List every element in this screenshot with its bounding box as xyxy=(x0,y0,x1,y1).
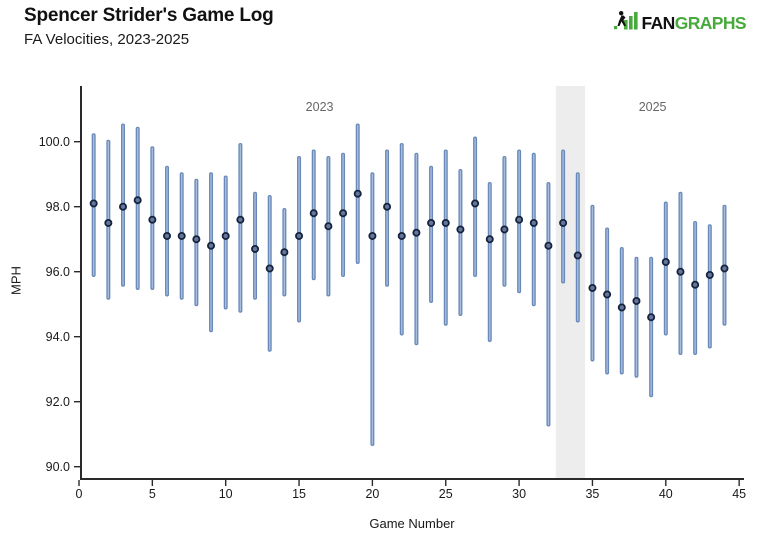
mean-velocity-dot xyxy=(559,218,568,227)
x-tick-label: 5 xyxy=(149,487,156,501)
logo-text-fan: FAN xyxy=(641,12,676,33)
mean-velocity-dot xyxy=(705,270,714,279)
mean-velocity-dot xyxy=(236,215,245,224)
mean-velocity-dot xyxy=(221,231,230,240)
x-tick-label: 35 xyxy=(585,487,599,501)
fangraphs-logo-icon xyxy=(613,10,639,36)
season-gap-band xyxy=(555,86,586,478)
mean-velocity-dot xyxy=(207,241,216,250)
fangraphs-logo[interactable]: FAN GRAPHS xyxy=(613,10,747,36)
chart-header: Spencer Strider's Game Log FA Velocities… xyxy=(24,5,274,48)
y-tick-label: 98.0 xyxy=(46,200,70,214)
y-tick-label: 100.0 xyxy=(39,135,70,149)
x-tick-label: 30 xyxy=(512,487,526,501)
mean-velocity-dot xyxy=(647,313,656,322)
mean-velocity-dot xyxy=(427,218,436,227)
mean-velocity-dot xyxy=(295,231,304,240)
mean-velocity-dot xyxy=(192,235,201,244)
mean-velocity-dot xyxy=(632,296,641,305)
mean-velocity-dot xyxy=(339,209,348,218)
y-axis-title: MPH xyxy=(8,266,24,295)
x-tick-label: 10 xyxy=(219,487,233,501)
mean-velocity-dot xyxy=(441,218,450,227)
x-tick-label: 25 xyxy=(439,487,453,501)
mean-velocity-dot xyxy=(104,218,113,227)
mean-velocity-dot xyxy=(251,244,260,253)
y-tick-label: 90.0 xyxy=(46,460,70,474)
x-axis-title: Game Number xyxy=(369,516,455,531)
x-tick-label: 15 xyxy=(292,487,306,501)
mean-velocity-dot xyxy=(368,231,377,240)
mean-velocity-dot xyxy=(661,257,670,266)
mean-velocity-dot xyxy=(544,241,553,250)
mean-velocity-dot xyxy=(280,248,289,257)
mean-velocity-dot xyxy=(412,228,421,237)
y-tick-label: 96.0 xyxy=(46,265,70,279)
year-label: 2025 xyxy=(639,100,667,114)
mean-velocity-dot xyxy=(720,264,729,273)
mean-velocity-dot xyxy=(485,235,494,244)
mean-velocity-dot xyxy=(500,225,509,234)
mean-velocity-dot xyxy=(163,231,172,240)
x-tick-label: 0 xyxy=(76,487,83,501)
mean-velocity-dot xyxy=(691,280,700,289)
y-tick-label: 92.0 xyxy=(46,395,70,409)
axes xyxy=(80,86,744,480)
mean-velocity-dot xyxy=(265,264,274,273)
mean-velocity-dot xyxy=(177,231,186,240)
mean-velocity-dot xyxy=(573,251,582,260)
x-tick-label: 40 xyxy=(659,487,673,501)
year-label: 2023 xyxy=(306,100,334,114)
mean-velocity-dot xyxy=(89,199,98,208)
page-title: Spencer Strider's Game Log xyxy=(24,5,274,26)
mean-velocity-dot xyxy=(119,202,128,211)
mean-velocity-dot xyxy=(148,215,157,224)
mean-velocity-dot xyxy=(456,225,465,234)
mean-velocity-dot xyxy=(529,218,538,227)
mean-velocity-dot xyxy=(617,303,626,312)
mean-velocity-dot xyxy=(471,199,480,208)
mean-velocity-dot xyxy=(324,222,333,231)
x-tick-label: 20 xyxy=(365,487,379,501)
mean-velocity-dot xyxy=(515,215,524,224)
mean-velocity-dot xyxy=(133,196,142,205)
mean-velocity-dot xyxy=(588,283,597,292)
mean-velocity-dot xyxy=(353,189,362,198)
logo-text-graphs: GRAPHS xyxy=(674,12,747,33)
mean-velocity-dot xyxy=(603,290,612,299)
mean-velocity-dot xyxy=(397,231,406,240)
page-subtitle: FA Velocities, 2023-2025 xyxy=(24,30,190,48)
mean-velocity-dot xyxy=(309,209,318,218)
y-tick-label: 94.0 xyxy=(46,330,70,344)
x-tick-label: 45 xyxy=(732,487,746,501)
mean-velocity-dot xyxy=(676,267,685,276)
mean-velocity-dot xyxy=(383,202,392,211)
